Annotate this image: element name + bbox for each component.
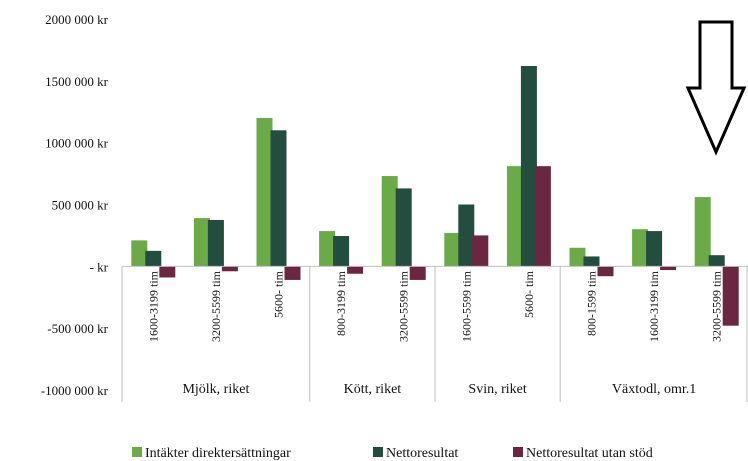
bar xyxy=(632,229,649,267)
bar xyxy=(395,188,412,267)
bar xyxy=(569,247,586,267)
y-axis-tick-labels: 2000 000 kr 1500 000 kr 1000 000 kr 500 000… xyxy=(41,12,109,398)
y-tick-label: - kr xyxy=(90,259,109,274)
bar xyxy=(145,250,162,267)
category-label: 1600-3199 tim xyxy=(647,270,661,342)
down-arrow-shape xyxy=(685,20,747,156)
bar xyxy=(193,218,210,267)
group-label: Växtodl, omr.1 xyxy=(612,382,696,397)
bars xyxy=(131,65,739,326)
group-labels: Mjölk, riket Kött, riket Svin, riket Växtod… xyxy=(182,382,696,397)
group-separators xyxy=(121,266,748,402)
y-tick-label: -1000 000 kr xyxy=(41,383,109,398)
bar xyxy=(722,266,739,326)
y-tick-label: 2000 000 kr xyxy=(45,12,109,27)
category-label: 5600- tim xyxy=(272,270,286,318)
category-labels: 1600-3199 tim 3200-5599 tim 5600- tim 800-3… xyxy=(146,270,723,342)
bar xyxy=(333,236,350,267)
y-tick-label: 500 000 kr xyxy=(52,198,109,213)
bar xyxy=(597,266,614,277)
bar xyxy=(319,231,336,267)
bar xyxy=(694,197,711,267)
bar xyxy=(409,266,426,280)
bar xyxy=(256,117,273,267)
bar xyxy=(159,266,176,278)
bar xyxy=(583,256,600,267)
legend-swatch xyxy=(132,447,142,457)
legend-swatch xyxy=(513,447,523,457)
legend-label: Nettoresultat utan stöd xyxy=(526,446,653,461)
bar xyxy=(207,219,224,267)
category-label: 3200-5599 tim xyxy=(710,270,724,342)
bar xyxy=(347,266,364,274)
category-label: 5600- tim xyxy=(522,270,536,318)
bar xyxy=(381,176,398,267)
category-label: 3200-5599 tim xyxy=(397,270,411,342)
bar xyxy=(284,266,301,280)
legend-label: Nettoresultat xyxy=(386,446,458,461)
bar xyxy=(270,130,287,267)
bar xyxy=(520,65,537,267)
bar xyxy=(660,266,677,271)
legend-swatch xyxy=(373,447,383,457)
bar xyxy=(444,232,461,267)
category-label: 800-3199 tim xyxy=(334,270,348,336)
y-tick-label: 1500 000 kr xyxy=(45,74,109,89)
bar xyxy=(472,235,489,267)
bar xyxy=(131,240,148,267)
bar xyxy=(221,266,238,272)
down-arrow-icon xyxy=(685,20,747,156)
legend: Intäkter direktersättningar Nettoresultat… xyxy=(132,446,653,461)
category-label: 1600-5599 tim xyxy=(459,270,473,342)
legend-label: Intäkter direktersättningar xyxy=(145,446,291,461)
group-label: Mjölk, riket xyxy=(182,382,249,397)
bar xyxy=(534,166,551,267)
group-label: Svin, riket xyxy=(468,382,526,397)
bar xyxy=(506,166,523,267)
category-label: 3200-5599 tim xyxy=(209,270,223,342)
group-label: Kött, riket xyxy=(344,382,402,397)
category-label: 800-1599 tim xyxy=(585,270,599,336)
bar xyxy=(458,204,475,267)
y-tick-label: -500 000 kr xyxy=(47,321,108,336)
category-label: 1600-3199 tim xyxy=(146,270,160,342)
bar xyxy=(646,231,663,267)
bar xyxy=(708,255,725,267)
y-tick-label: 1000 000 kr xyxy=(45,136,109,151)
